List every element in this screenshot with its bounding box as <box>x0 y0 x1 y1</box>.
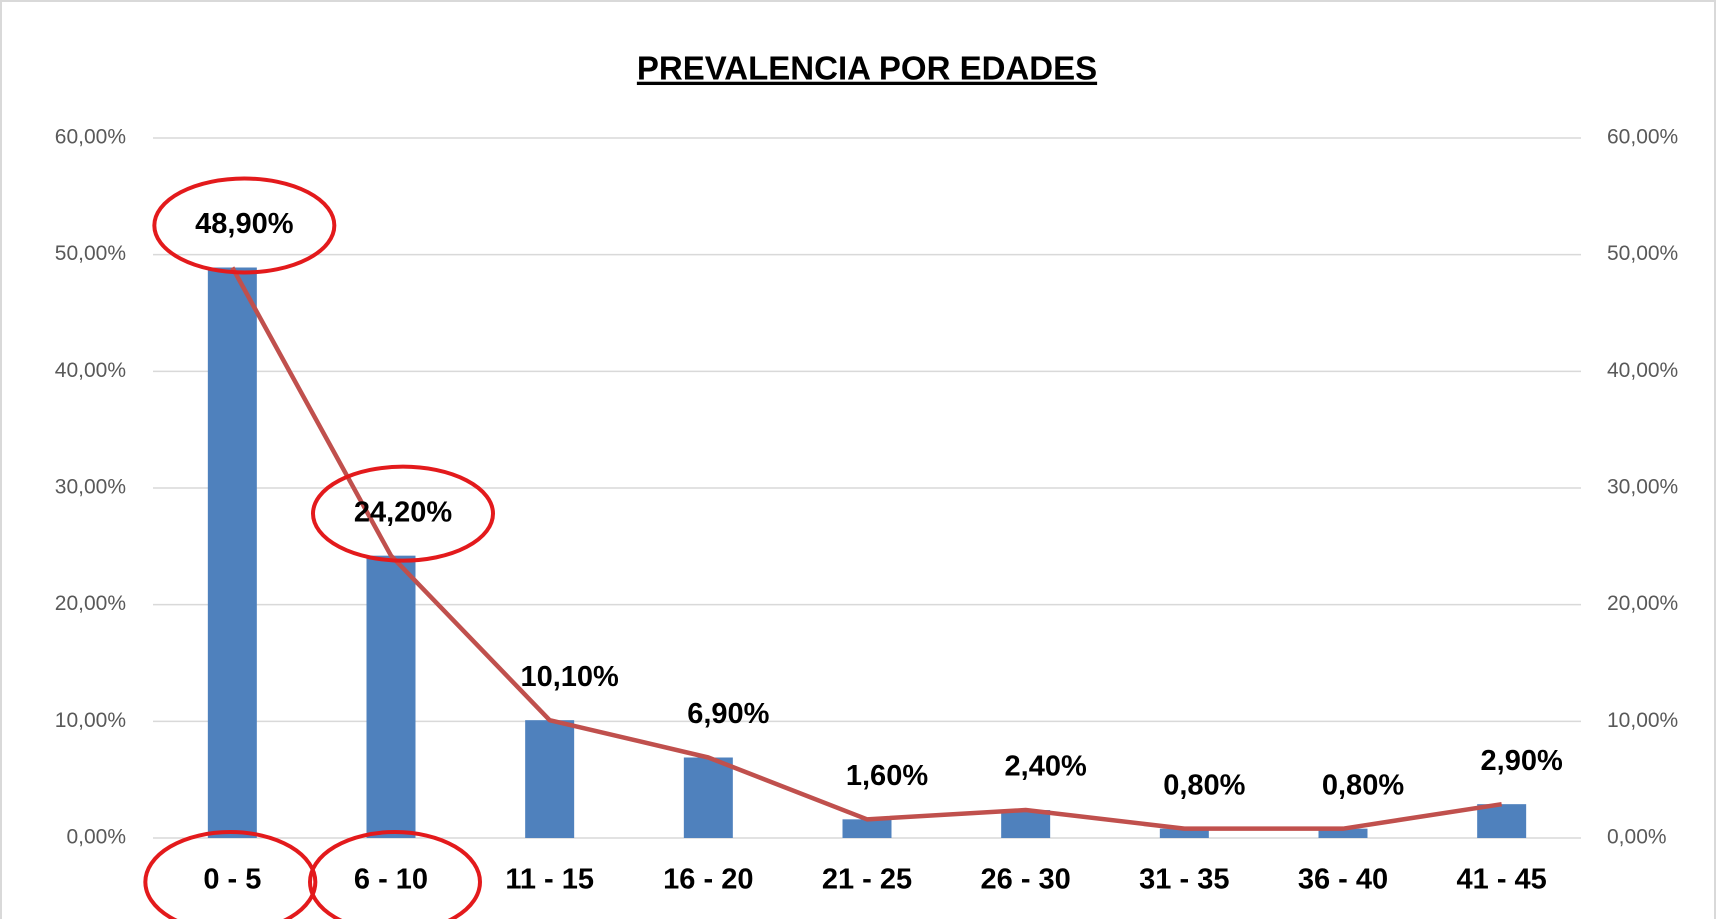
data-label: 2,90% <box>1481 745 1563 777</box>
y2-tick-label: 0,00% <box>1607 826 1667 849</box>
x-tick-label: 36 - 40 <box>1298 864 1388 896</box>
data-label: 0,80% <box>1163 769 1245 801</box>
data-label: 24,20% <box>354 496 453 528</box>
data-label: 0,80% <box>1322 769 1404 801</box>
data-label: 2,40% <box>1005 751 1087 783</box>
y-tick-label: 20,00% <box>55 592 126 615</box>
y2-tick-label: 10,00% <box>1607 709 1678 732</box>
x-tick-label: 41 - 45 <box>1457 864 1547 896</box>
data-label: 6,90% <box>687 698 769 730</box>
x-tick-label: 6 - 10 <box>354 864 428 896</box>
bar <box>1001 810 1051 838</box>
y2-tick-label: 20,00% <box>1607 592 1678 615</box>
y2-tick-label: 30,00% <box>1607 476 1678 499</box>
x-tick-label: 0 - 5 <box>203 864 261 896</box>
bar <box>525 720 575 838</box>
annotation-circle <box>152 176 337 275</box>
x-tick-label: 31 - 35 <box>1139 864 1229 896</box>
data-label: 1,60% <box>846 760 928 792</box>
y2-tick-label: 40,00% <box>1607 359 1678 382</box>
x-tick-label: 16 - 20 <box>663 864 753 896</box>
x-tick-label: 21 - 25 <box>822 864 912 896</box>
annotation-circle <box>308 830 482 919</box>
x-tick-label: 26 - 30 <box>981 864 1071 896</box>
bar <box>207 267 257 838</box>
y2-tick-label: 50,00% <box>1607 242 1678 265</box>
bar <box>366 555 416 838</box>
y-tick-label: 40,00% <box>55 359 126 382</box>
bar <box>842 819 892 838</box>
bar <box>1318 828 1368 838</box>
y-tick-label: 50,00% <box>55 242 126 265</box>
chart-title: PREVALENCIA POR EDADES <box>637 50 1097 87</box>
y2-tick-label: 60,00% <box>1607 126 1678 149</box>
annotation-circle <box>143 830 318 919</box>
line <box>230 266 1503 831</box>
data-label: 48,90% <box>195 208 294 240</box>
annotation-circle <box>311 464 495 563</box>
bar <box>1159 828 1209 838</box>
y-tick-label: 30,00% <box>55 476 126 499</box>
bar <box>683 757 733 838</box>
y-tick-label: 0,00% <box>66 826 126 849</box>
x-tick-label: 11 - 15 <box>505 864 594 896</box>
data-label: 10,10% <box>520 661 619 693</box>
y-tick-label: 60,00% <box>55 126 126 149</box>
y-tick-label: 10,00% <box>55 709 126 732</box>
bar <box>1477 804 1527 838</box>
